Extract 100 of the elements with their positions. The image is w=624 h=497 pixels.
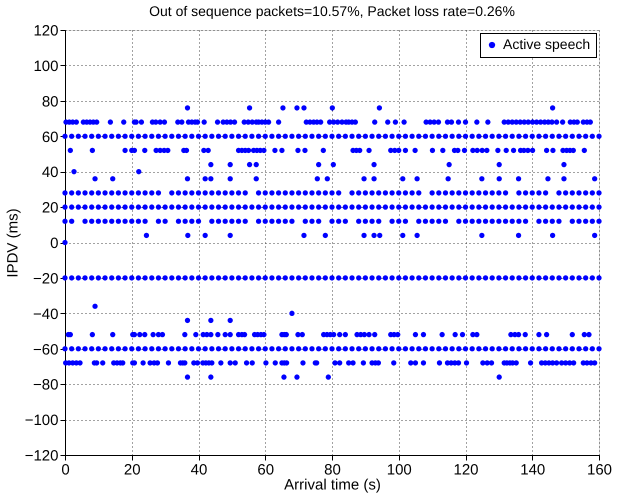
x-tick-label: 120 (453, 462, 479, 478)
point (71, 169, 77, 174)
point (361, 232, 367, 238)
point (496, 162, 502, 168)
point (301, 105, 307, 111)
point (496, 176, 502, 182)
point (582, 148, 587, 154)
x-axis-title: Arrival time (s) (284, 476, 381, 494)
point (396, 148, 402, 154)
point (550, 148, 556, 154)
y-tick-label: −60 (33, 341, 58, 358)
point (314, 176, 320, 182)
point (136, 169, 142, 174)
point (208, 162, 214, 168)
y-tick-label: 40 (42, 164, 58, 182)
point (202, 176, 208, 182)
point (246, 105, 252, 111)
point (144, 232, 150, 238)
point (208, 318, 214, 324)
point (592, 232, 598, 238)
point (184, 318, 190, 324)
chart-title: Out of sequence packets=10.57%, Packet loss rate=0.26% (149, 3, 515, 19)
point (371, 176, 377, 182)
point (316, 162, 322, 168)
y-tick-label: 60 (42, 128, 58, 146)
point (544, 148, 550, 154)
point (208, 374, 214, 380)
point (361, 176, 367, 182)
point (446, 162, 452, 168)
point (510, 148, 516, 154)
point (206, 148, 211, 154)
point (516, 232, 522, 238)
point (545, 176, 551, 182)
point (446, 176, 451, 182)
point (110, 176, 116, 182)
x-tick-label: 160 (586, 462, 612, 478)
point (504, 148, 509, 154)
point (281, 374, 287, 380)
point (479, 176, 484, 182)
point (228, 318, 233, 324)
point (592, 176, 598, 182)
point (530, 148, 536, 154)
point (430, 148, 436, 154)
point (90, 148, 96, 154)
point (208, 176, 214, 182)
point (68, 148, 73, 154)
point (254, 176, 259, 182)
point (550, 232, 556, 238)
y-tick-label: −80 (33, 376, 58, 394)
point (184, 105, 190, 111)
y-tick-label: −20 (33, 270, 58, 288)
point (62, 240, 68, 246)
point (92, 176, 98, 182)
point (246, 162, 252, 168)
x-tick-label: 80 (324, 462, 341, 478)
y-tick-label: 100 (33, 58, 58, 75)
point (228, 176, 233, 182)
x-tick-label: 60 (257, 462, 274, 478)
point (561, 176, 567, 182)
point (122, 148, 128, 154)
y-tick-label: 120 (33, 22, 58, 40)
point (400, 176, 406, 182)
point (484, 148, 490, 154)
point (474, 148, 480, 154)
point (294, 374, 300, 380)
y-tick-label: −40 (33, 306, 58, 323)
point (202, 232, 208, 238)
point (414, 232, 420, 238)
point (376, 105, 382, 111)
point (280, 105, 286, 111)
point (228, 162, 233, 168)
y-tick-label: 20 (42, 200, 58, 217)
x-tick-label: 20 (124, 462, 141, 478)
point (366, 148, 372, 154)
x-tick-label: 40 (190, 462, 208, 478)
point (480, 148, 485, 154)
point (324, 176, 330, 182)
point (400, 232, 406, 238)
point (412, 148, 418, 154)
point (272, 148, 278, 154)
point (254, 162, 259, 168)
point (322, 232, 328, 238)
point (320, 148, 326, 154)
point (462, 148, 468, 154)
point (92, 304, 98, 309)
point (184, 374, 190, 380)
x-tick-label: 140 (520, 462, 546, 478)
point (302, 148, 308, 154)
point (326, 374, 331, 380)
point (330, 105, 335, 111)
point (294, 105, 300, 111)
y-tick-label: −100 (24, 412, 58, 430)
point (330, 162, 336, 168)
point (142, 148, 148, 154)
x-tick-label: 0 (61, 462, 70, 478)
point (289, 310, 295, 316)
point (371, 232, 377, 238)
point (279, 148, 285, 154)
legend-label: Active speech (503, 36, 590, 52)
y-tick-label: −120 (24, 448, 58, 464)
